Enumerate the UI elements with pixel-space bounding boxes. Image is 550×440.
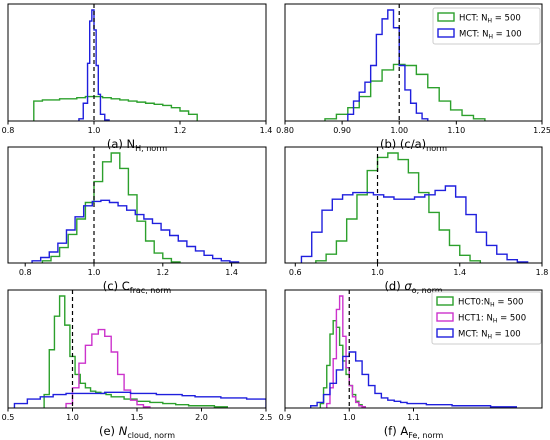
legend-box-f	[431, 291, 542, 345]
panel-caption-a: (a) NH, norm	[107, 137, 167, 153]
x-tick-label-a-1: 1.0	[88, 126, 101, 135]
legend-f: HCT0:NH = 500 HCT1: NH = 500 MCT: NH = 100	[431, 291, 542, 345]
x-tick-label-b-1: 0.90	[333, 126, 351, 135]
x-tick-label-d-2: 1.4	[453, 268, 466, 277]
x-tick-label-c-3: 1.4	[225, 268, 238, 277]
x-tick-label-b-4: 1.25	[533, 126, 550, 135]
x-tick-label-a-3: 1.4	[260, 126, 273, 135]
histogram-f-series-2	[310, 351, 517, 408]
x-tick-label-c-2: 1.2	[156, 268, 169, 277]
x-tick-label-a-0: 0.8	[2, 126, 15, 135]
histogram-d-series-1	[300, 185, 529, 263]
axes-frame-b	[284, 3, 543, 122]
panel-d: 0.6 1.0 1.4 1.8(d) σo, norm	[284, 146, 549, 295]
x-tick-label-d-0: 0.6	[289, 268, 302, 277]
histogram-a-series-0	[33, 95, 198, 121]
legend-label-b-0: HCT: NH = 500	[459, 14, 521, 25]
histogram-f-series-1	[326, 295, 367, 408]
histogram-e-series-1	[65, 328, 151, 408]
axes-frame-e	[7, 289, 267, 409]
panel-b: 0.80 0.90 1.00 1.10 1.25 (b) (c/a)norm HCT: NH…	[276, 3, 550, 153]
legend-label-f-1: HCT1: NH = 500	[458, 314, 526, 325]
panel-c: 0.8 1.0 1.2 1.4 (c) Cfrac, norm	[7, 146, 267, 295]
legend-swatch-b-0	[437, 12, 455, 22]
x-tick-label-e-0: 0.5	[2, 413, 15, 422]
x-tick-label-e-4: 2.5	[260, 413, 273, 422]
x-tick-label-c-0: 0.8	[19, 268, 32, 277]
legend-swatch-b-1	[437, 28, 455, 38]
x-tick-label-b-2: 1.00	[390, 126, 408, 135]
legend-box-b	[432, 7, 541, 45]
x-tick-label-d-1: 1.0	[371, 268, 384, 277]
histogram-c-series-1	[31, 199, 240, 263]
x-tick-label-e-2: 1.5	[131, 413, 144, 422]
legend-label-f-0: HCT0:NH = 500	[458, 298, 523, 309]
legend-label-b-1: MCT: NH = 100	[459, 30, 522, 41]
legend-label-f-2: MCT: NH = 100	[458, 330, 521, 341]
histogram-b-series-1	[347, 9, 429, 121]
panel-caption-c: (c) Cfrac, norm	[103, 279, 172, 295]
panel-caption-e: (e) Ncloud, norm	[99, 424, 175, 440]
legend-swatch-f-0	[436, 296, 454, 306]
histogram-c-series-0	[41, 152, 181, 263]
x-tick-label-e-3: 2.0	[195, 413, 208, 422]
panel-e: 0.5 1.0 1.5 2.0 2.5 (e) Ncloud, norm	[2, 289, 273, 440]
legend-swatch-f-2	[436, 328, 454, 338]
panel-caption-b: (b) (c/a)norm	[380, 137, 447, 153]
x-tick-label-f-0: 0.9	[279, 413, 292, 422]
histogram-e-series-2	[13, 391, 266, 408]
axes-frame-d	[284, 146, 543, 264]
x-tick-label-b-3: 1.10	[447, 126, 465, 135]
panel-caption-f: (f) AFe, norm	[384, 424, 444, 440]
axes-frame-a	[7, 3, 267, 122]
x-tick-label-f-2: 1.1	[407, 413, 420, 422]
panel-a: 0.8 1.0 1.2 1.4 (a) NH, norm	[2, 3, 273, 153]
x-tick-label-d-3: 1.8	[536, 268, 549, 277]
x-tick-label-a-2: 1.2	[174, 126, 187, 135]
x-tick-label-b-0: 0.80	[276, 126, 294, 135]
axes-frame-c	[7, 146, 267, 264]
histogram-d-series-0	[315, 152, 482, 263]
x-tick-label-e-1: 1.0	[66, 413, 79, 422]
legend-swatch-f-1	[436, 312, 454, 322]
x-tick-label-c-1: 1.0	[88, 268, 101, 277]
panel-f: 0.9 1.0 1.1 (f) AFe, norm HCT0:NH = 500 HCT1:…	[279, 289, 543, 440]
legend-b: HCT: NH = 500 MCT: NH = 100	[432, 7, 541, 45]
x-tick-label-f-1: 1.0	[343, 413, 356, 422]
histogram-e-series-0	[43, 295, 228, 408]
